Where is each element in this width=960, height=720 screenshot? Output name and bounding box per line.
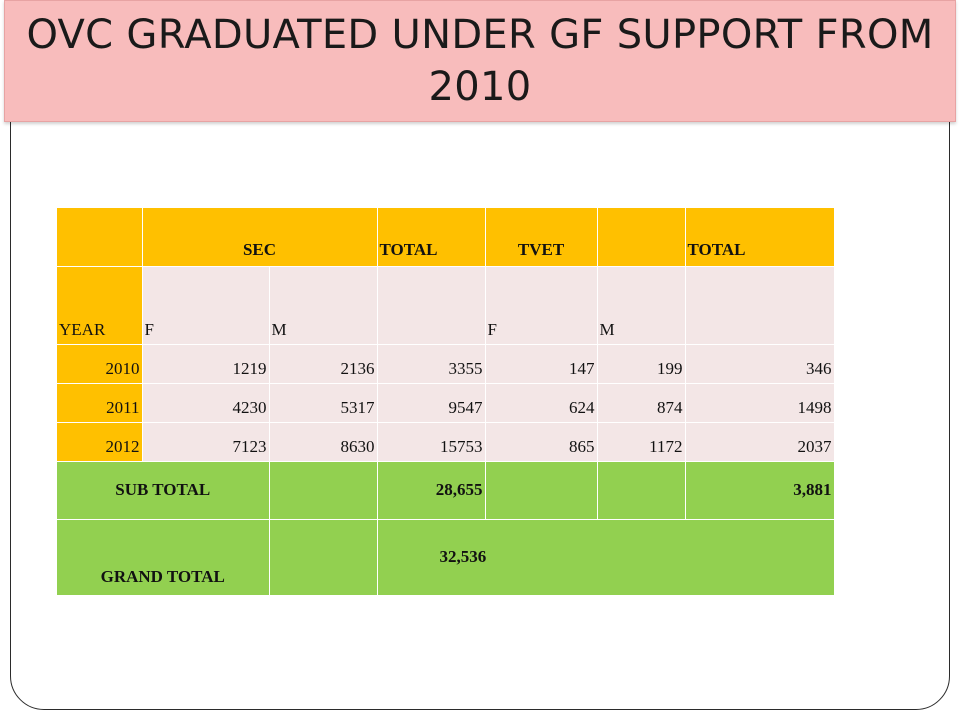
row-sec-total: 15753	[377, 422, 486, 462]
header-cell-tvet-total: TOTAL	[685, 208, 835, 267]
row-tvet-f: 147	[485, 344, 598, 384]
header-cell-empty	[57, 208, 143, 267]
header-cell-tvet: TVET	[485, 208, 598, 267]
row-year: 2010	[57, 344, 143, 384]
grand-total-empty	[269, 519, 378, 596]
row-tvet-total: 346	[685, 344, 835, 384]
header-cell-empty-2	[597, 208, 686, 267]
grand-total-value: 32,536	[377, 519, 835, 596]
row-year: 2011	[57, 383, 143, 423]
subheader-year: YEAR	[57, 266, 143, 345]
row-tvet-m: 874	[597, 383, 686, 423]
table-subheader-row: YEAR F M F M	[57, 266, 835, 345]
row-sec-total: 9547	[377, 383, 486, 423]
subtotal-row: SUB TOTAL 28,655 3,881	[57, 461, 835, 520]
subtotal-sec-total: 28,655	[377, 461, 486, 520]
subheader-sec-total	[377, 266, 486, 345]
subheader-tvet-m: M	[597, 266, 686, 345]
subtotal-empty-2	[485, 461, 598, 520]
row-sec-f: 7123	[142, 422, 270, 462]
subtotal-empty	[269, 461, 378, 520]
row-tvet-m: 1172	[597, 422, 686, 462]
table-row: 2012 7123 8630 15753 865 1172 2037	[57, 422, 835, 462]
subheader-tvet-total	[685, 266, 835, 345]
table-row: 2011 4230 5317 9547 624 874 1498	[57, 383, 835, 423]
subtotal-tvet-total: 3,881	[685, 461, 835, 520]
grand-total-row: GRAND TOTAL 32,536	[57, 519, 835, 596]
row-sec-f: 1219	[142, 344, 270, 384]
slide-title: OVC GRADUATED UNDER GF SUPPORT FROM 2010	[26, 12, 934, 110]
row-tvet-f: 624	[485, 383, 598, 423]
subheader-sec-m: M	[269, 266, 378, 345]
row-tvet-total: 1498	[685, 383, 835, 423]
row-tvet-m: 199	[597, 344, 686, 384]
row-tvet-total: 2037	[685, 422, 835, 462]
table-header-row: SEC TOTAL TVET TOTAL	[57, 208, 835, 267]
row-sec-m: 8630	[269, 422, 378, 462]
ovc-graduates-table: SEC TOTAL TVET TOTAL YEAR F M F M 2010 1…	[57, 208, 835, 596]
row-sec-m: 2136	[269, 344, 378, 384]
row-tvet-f: 865	[485, 422, 598, 462]
subtotal-empty-3	[597, 461, 686, 520]
header-cell-sec-total: TOTAL	[377, 208, 486, 267]
subheader-sec-f: F	[142, 266, 270, 345]
title-banner: OVC GRADUATED UNDER GF SUPPORT FROM 2010	[4, 0, 956, 122]
grand-total-label: GRAND TOTAL	[57, 519, 270, 596]
row-year: 2012	[57, 422, 143, 462]
subtotal-label: SUB TOTAL	[57, 461, 270, 520]
row-sec-f: 4230	[142, 383, 270, 423]
row-sec-m: 5317	[269, 383, 378, 423]
row-sec-total: 3355	[377, 344, 486, 384]
header-cell-sec: SEC	[142, 208, 378, 267]
subheader-tvet-f: F	[485, 266, 598, 345]
table-row: 2010 1219 2136 3355 147 199 346	[57, 344, 835, 384]
